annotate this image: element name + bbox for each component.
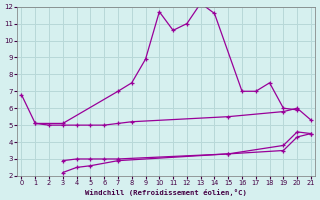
X-axis label: Windchill (Refroidissement éolien,°C): Windchill (Refroidissement éolien,°C) bbox=[85, 189, 247, 196]
